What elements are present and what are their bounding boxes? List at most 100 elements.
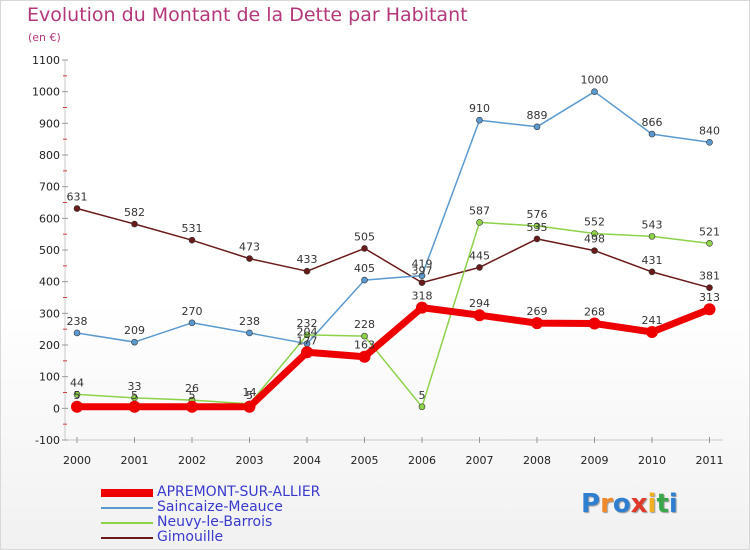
- logo-letter: r: [600, 489, 613, 519]
- data-label-saincaize-meauce: 238: [67, 315, 88, 328]
- data-label-gimouille: 498: [584, 233, 605, 246]
- data-label-neuvy-le-barrois: 14: [243, 386, 257, 399]
- data-point-saincaize-meauce: [706, 139, 713, 146]
- legend-swatch: [101, 522, 153, 524]
- y-tick-label: -100: [35, 434, 60, 447]
- data-label-neuvy-le-barrois: 228: [354, 318, 375, 331]
- x-tick-label: 2004: [293, 454, 321, 467]
- data-point-neuvy-le-barrois: [73, 391, 81, 398]
- y-tick-label: 0: [53, 402, 60, 415]
- x-tick-label: 2003: [236, 454, 264, 467]
- data-point-saincaize-meauce: [476, 116, 483, 124]
- y-tick-label: 1000: [32, 86, 60, 99]
- data-label-neuvy-le-barrois: 587: [469, 204, 490, 217]
- data-label-apremont-sur-allier: 163: [354, 339, 375, 352]
- series-line-neuvy-le-barrois: [76, 221, 711, 408]
- data-label-saincaize-meauce: 204: [297, 326, 318, 339]
- legend-swatch: [101, 507, 153, 509]
- series-line-saincaize-meauce: [76, 90, 711, 345]
- data-point-saincaize-meauce: [418, 272, 426, 279]
- y-tick-label: 600: [39, 212, 60, 225]
- data-label-saincaize-meauce: 419: [412, 258, 433, 271]
- data-label-gimouille: 531: [182, 222, 203, 235]
- data-label-gimouille: 582: [124, 206, 145, 219]
- y-tick-label: 100: [39, 371, 60, 384]
- legend-label: Gimouille: [157, 529, 224, 545]
- data-label-gimouille: 433: [297, 253, 318, 266]
- data-point-apremont-sur-allier: [71, 400, 83, 413]
- logo-letter: i: [647, 489, 657, 519]
- series-line-gimouille: [76, 207, 711, 289]
- y-tick-label: 200: [39, 339, 60, 352]
- data-label-apremont-sur-allier: 313: [699, 291, 720, 304]
- data-label-gimouille: 397: [412, 265, 433, 278]
- data-label-neuvy-le-barrois: 5: [419, 389, 426, 402]
- data-labels-layer: 6315825314734335053974455354984313812382…: [67, 74, 721, 402]
- data-label-neuvy-le-barrois: 576: [527, 208, 548, 221]
- data-label-gimouille: 631: [67, 191, 88, 204]
- data-label-gimouille: 505: [354, 230, 375, 243]
- data-label-apremont-sur-allier: 268: [584, 305, 605, 318]
- data-point-gimouille: [418, 279, 426, 286]
- data-point-gimouille: [303, 267, 311, 275]
- data-label-gimouille: 535: [527, 221, 548, 234]
- data-point-gimouille: [246, 255, 253, 262]
- data-label-saincaize-meauce: 270: [182, 305, 203, 318]
- x-tick-label: 2011: [696, 454, 724, 467]
- data-label-neuvy-le-barrois: 232: [297, 317, 318, 330]
- data-label-apremont-sur-allier: 294: [469, 297, 490, 310]
- series-line-apremont-sur-allier: [73, 304, 713, 411]
- y-tick-label: 700: [39, 181, 60, 194]
- data-label-neuvy-le-barrois: 543: [642, 218, 663, 231]
- y-tick-label: 800: [39, 149, 60, 162]
- legend-swatch: [101, 537, 153, 539]
- logo-letter: x: [630, 489, 648, 519]
- data-point-saincaize-meauce: [361, 276, 368, 284]
- x-tick-label: 2005: [351, 454, 379, 467]
- logo-letter: i: [668, 489, 678, 519]
- data-label-apremont-sur-allier: 5: [189, 389, 196, 402]
- data-label-saincaize-meauce: 209: [124, 324, 145, 337]
- data-point-saincaize-meauce: [591, 88, 598, 95]
- chart-title: Evolution du Montant de la Dette par Hab…: [27, 4, 468, 26]
- data-point-apremont-sur-allier: [128, 400, 141, 413]
- data-point-apremont-sur-allier: [186, 400, 198, 413]
- y-tick-label: 400: [39, 276, 60, 289]
- legend-label: APREMONT-SUR-ALLIER: [157, 484, 321, 500]
- data-label-neuvy-le-barrois: 26: [185, 382, 199, 395]
- legend-label: Neuvy-le-Barrois: [157, 514, 273, 530]
- data-point-apremont-sur-allier: [301, 346, 313, 359]
- x-tick-label: 2000: [63, 454, 91, 467]
- data-point-neuvy-le-barrois: [648, 233, 656, 240]
- data-label-apremont-sur-allier: 269: [527, 305, 548, 318]
- data-point-gimouille: [131, 220, 138, 228]
- data-point-neuvy-le-barrois: [476, 219, 483, 226]
- data-point-saincaize-meauce: [131, 338, 138, 346]
- data-point-gimouille: [706, 284, 713, 291]
- data-label-neuvy-le-barrois: 552: [584, 216, 605, 229]
- data-point-saincaize-meauce: [648, 130, 656, 138]
- data-point-gimouille: [533, 235, 541, 243]
- data-point-gimouille: [591, 247, 598, 254]
- y-tick-label: 900: [39, 117, 60, 130]
- proxiti-logo: Proxiti: [581, 489, 678, 519]
- data-label-saincaize-meauce: 238: [239, 315, 260, 328]
- data-label-apremont-sur-allier: 5: [74, 389, 81, 402]
- data-point-saincaize-meauce: [188, 319, 196, 327]
- data-label-neuvy-le-barrois: 521: [699, 225, 720, 238]
- chart-axes: -100 0 100 200 300 400 500 600 700 800 900 1000 1100…: [32, 54, 724, 467]
- y-tick-label: 300: [39, 307, 60, 320]
- data-point-neuvy-le-barrois: [361, 332, 368, 340]
- data-point-neuvy-le-barrois: [303, 331, 311, 339]
- data-label-saincaize-meauce: 910: [469, 102, 490, 115]
- y-tick-label: 1100: [32, 54, 60, 67]
- logo-letter: t: [656, 489, 669, 519]
- data-point-saincaize-meauce: [246, 329, 253, 337]
- data-label-gimouille: 473: [239, 241, 260, 254]
- series-layer: [71, 88, 716, 413]
- data-point-gimouille: [188, 236, 196, 244]
- data-point-neuvy-le-barrois: [591, 230, 598, 237]
- data-point-apremont-sur-allier: [703, 303, 716, 316]
